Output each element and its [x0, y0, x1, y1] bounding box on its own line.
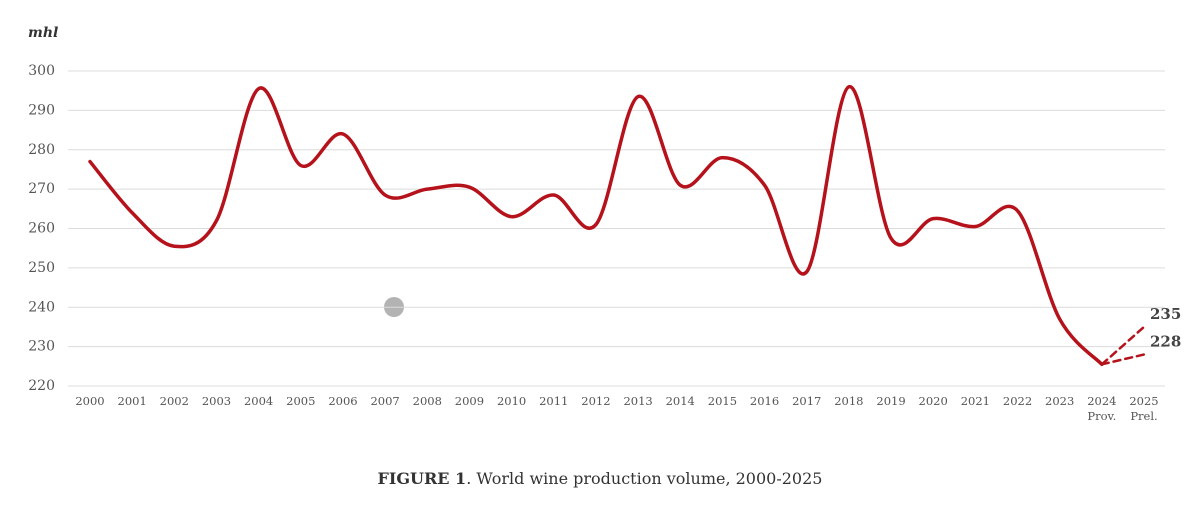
x-tick-label: 2006: [328, 394, 357, 408]
x-tick-label: 2009: [455, 394, 484, 408]
x-tick-label-line: 2025: [1129, 394, 1158, 408]
x-tick-label: 2024 Prov.: [1087, 394, 1116, 423]
y-tick-label: 250: [28, 260, 55, 276]
y-tick-label: 260: [28, 221, 55, 237]
x-tick-label: 2001: [118, 394, 147, 408]
caption-text: . World wine production volume, 2000-202…: [466, 469, 822, 488]
x-tick-label-line: 2019: [876, 394, 905, 408]
x-tick-label-line: 2002: [160, 394, 189, 408]
data-label: 235: [1150, 305, 1181, 323]
y-tick-label: 230: [28, 339, 55, 355]
x-tick-label-line: 2022: [1003, 394, 1032, 408]
x-tick-label-line: 2004: [244, 394, 273, 408]
x-tick-label-line: 2023: [1045, 394, 1074, 408]
y-tick-label: 220: [28, 378, 55, 394]
x-tick-label: 2020: [919, 394, 948, 408]
caption-label: FIGURE 1: [378, 469, 467, 488]
x-tick-label: 2018: [834, 394, 863, 408]
x-tick-label: 2015: [708, 394, 737, 408]
x-tick-label-line: Prov.: [1087, 409, 1116, 423]
y-axis-label: mhl: [28, 25, 58, 41]
x-tick-label-line: 2009: [455, 394, 484, 408]
x-tick-label-line: 2006: [328, 394, 357, 408]
x-tick-label-line: 2003: [202, 394, 231, 408]
x-tick-label-line: 2005: [286, 394, 315, 408]
x-tick-label: 2016: [750, 394, 779, 408]
data-line: [88, 84, 1104, 367]
x-tick-label-line: 2000: [75, 394, 104, 408]
x-tick-label: 2007: [370, 394, 399, 408]
data-label: 228: [1150, 333, 1181, 351]
y-tick-label: 240: [28, 299, 55, 315]
x-tick-label: 2022: [1003, 394, 1032, 408]
x-tick-label-line: 2011: [539, 394, 568, 408]
x-tick-label-line: 2013: [623, 394, 652, 408]
x-tick-label-line: 2020: [919, 394, 948, 408]
x-tick-label-line: 2021: [961, 394, 990, 408]
x-tick-label: 2023: [1045, 394, 1074, 408]
x-tick-label-line: 2010: [497, 394, 526, 408]
figure-caption: FIGURE 1. World wine production volume, …: [378, 469, 823, 488]
x-tick-label: 2002: [160, 394, 189, 408]
y-tick-label: 300: [28, 63, 55, 79]
x-tick-label: 2011: [539, 394, 568, 408]
x-tick-label-line: Prel.: [1130, 409, 1157, 423]
x-tick-label-line: 2014: [666, 394, 695, 408]
y-tick-label: 290: [28, 102, 55, 118]
x-tick-label-line: 2012: [581, 394, 610, 408]
y-tick-label: 280: [28, 142, 55, 158]
x-tick-label: 2014: [666, 394, 695, 408]
x-tick-label-line: 2017: [792, 394, 821, 408]
y-tick-label: 270: [28, 181, 55, 197]
x-tick-label: 2021: [961, 394, 990, 408]
x-tick-label-line: 2016: [750, 394, 779, 408]
x-tick-label: 2025 Prel.: [1129, 394, 1158, 423]
x-tick-label: 2013: [623, 394, 652, 408]
x-tick-label-line: 2015: [708, 394, 737, 408]
x-tick-label-line: 2007: [370, 394, 399, 408]
x-tick-label: 2010: [497, 394, 526, 408]
data-line: [1100, 353, 1146, 366]
x-tick-label: 2003: [202, 394, 231, 408]
x-tick-label-line: 2018: [834, 394, 863, 408]
x-tick-label: 2017: [792, 394, 821, 408]
x-tick-label: 2005: [286, 394, 315, 408]
x-tick-label-line: 2024: [1087, 394, 1116, 408]
x-tick-label: 2019: [876, 394, 905, 408]
data-line: [1100, 325, 1146, 366]
x-tick-label: 2012: [581, 394, 610, 408]
x-tick-label-line: 2008: [413, 394, 442, 408]
x-tick-label-line: 2001: [118, 394, 147, 408]
x-tick-label: 2000: [75, 394, 104, 408]
x-tick-label: 2008: [413, 394, 442, 408]
x-tick-label: 2004: [244, 394, 273, 408]
